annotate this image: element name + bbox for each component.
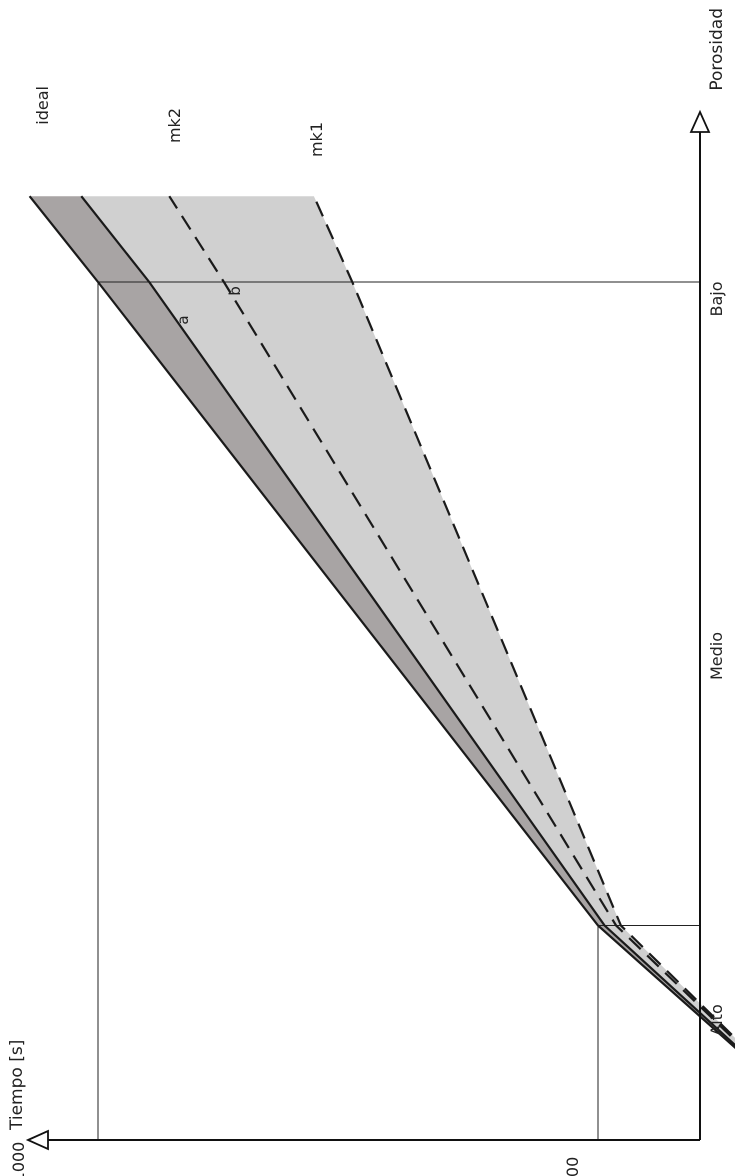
series-line-mk2-dashed [168, 195, 735, 1042]
series-label-ideal: ideal [33, 86, 52, 125]
plot-area: Tiempo [s] Porosidad 100 1000 Alto Medio… [7, 8, 735, 1176]
series-line-mk2-solid [80, 195, 735, 1047]
region-label-b: b [226, 286, 244, 296]
x-axis-arrowhead [689, 109, 711, 133]
x-tick-label-alto: Alto [707, 1004, 726, 1035]
x-axis-title: Porosidad [707, 8, 727, 91]
series-label-mk1: mk1 [307, 122, 326, 157]
region-a [29, 196, 735, 1048]
series-label-mk2: mk2 [165, 108, 184, 143]
series-line-mk1-dashed [312, 195, 735, 1040]
y-tick-label-1000: 1000 [9, 1142, 28, 1176]
region-label-a: a [174, 315, 192, 324]
y-tick-label-100: 100 [563, 1157, 582, 1176]
region-b [81, 196, 735, 1045]
y-axis-arrowhead [25, 1129, 49, 1151]
x-tick-label-bajo: Bajo [707, 281, 726, 316]
x-tick-label-medio: Medio [707, 632, 726, 680]
series-layer [28, 195, 735, 1050]
series-line-ideal-solid [28, 195, 735, 1050]
y-axis-title: Tiempo [s] [7, 1040, 27, 1131]
